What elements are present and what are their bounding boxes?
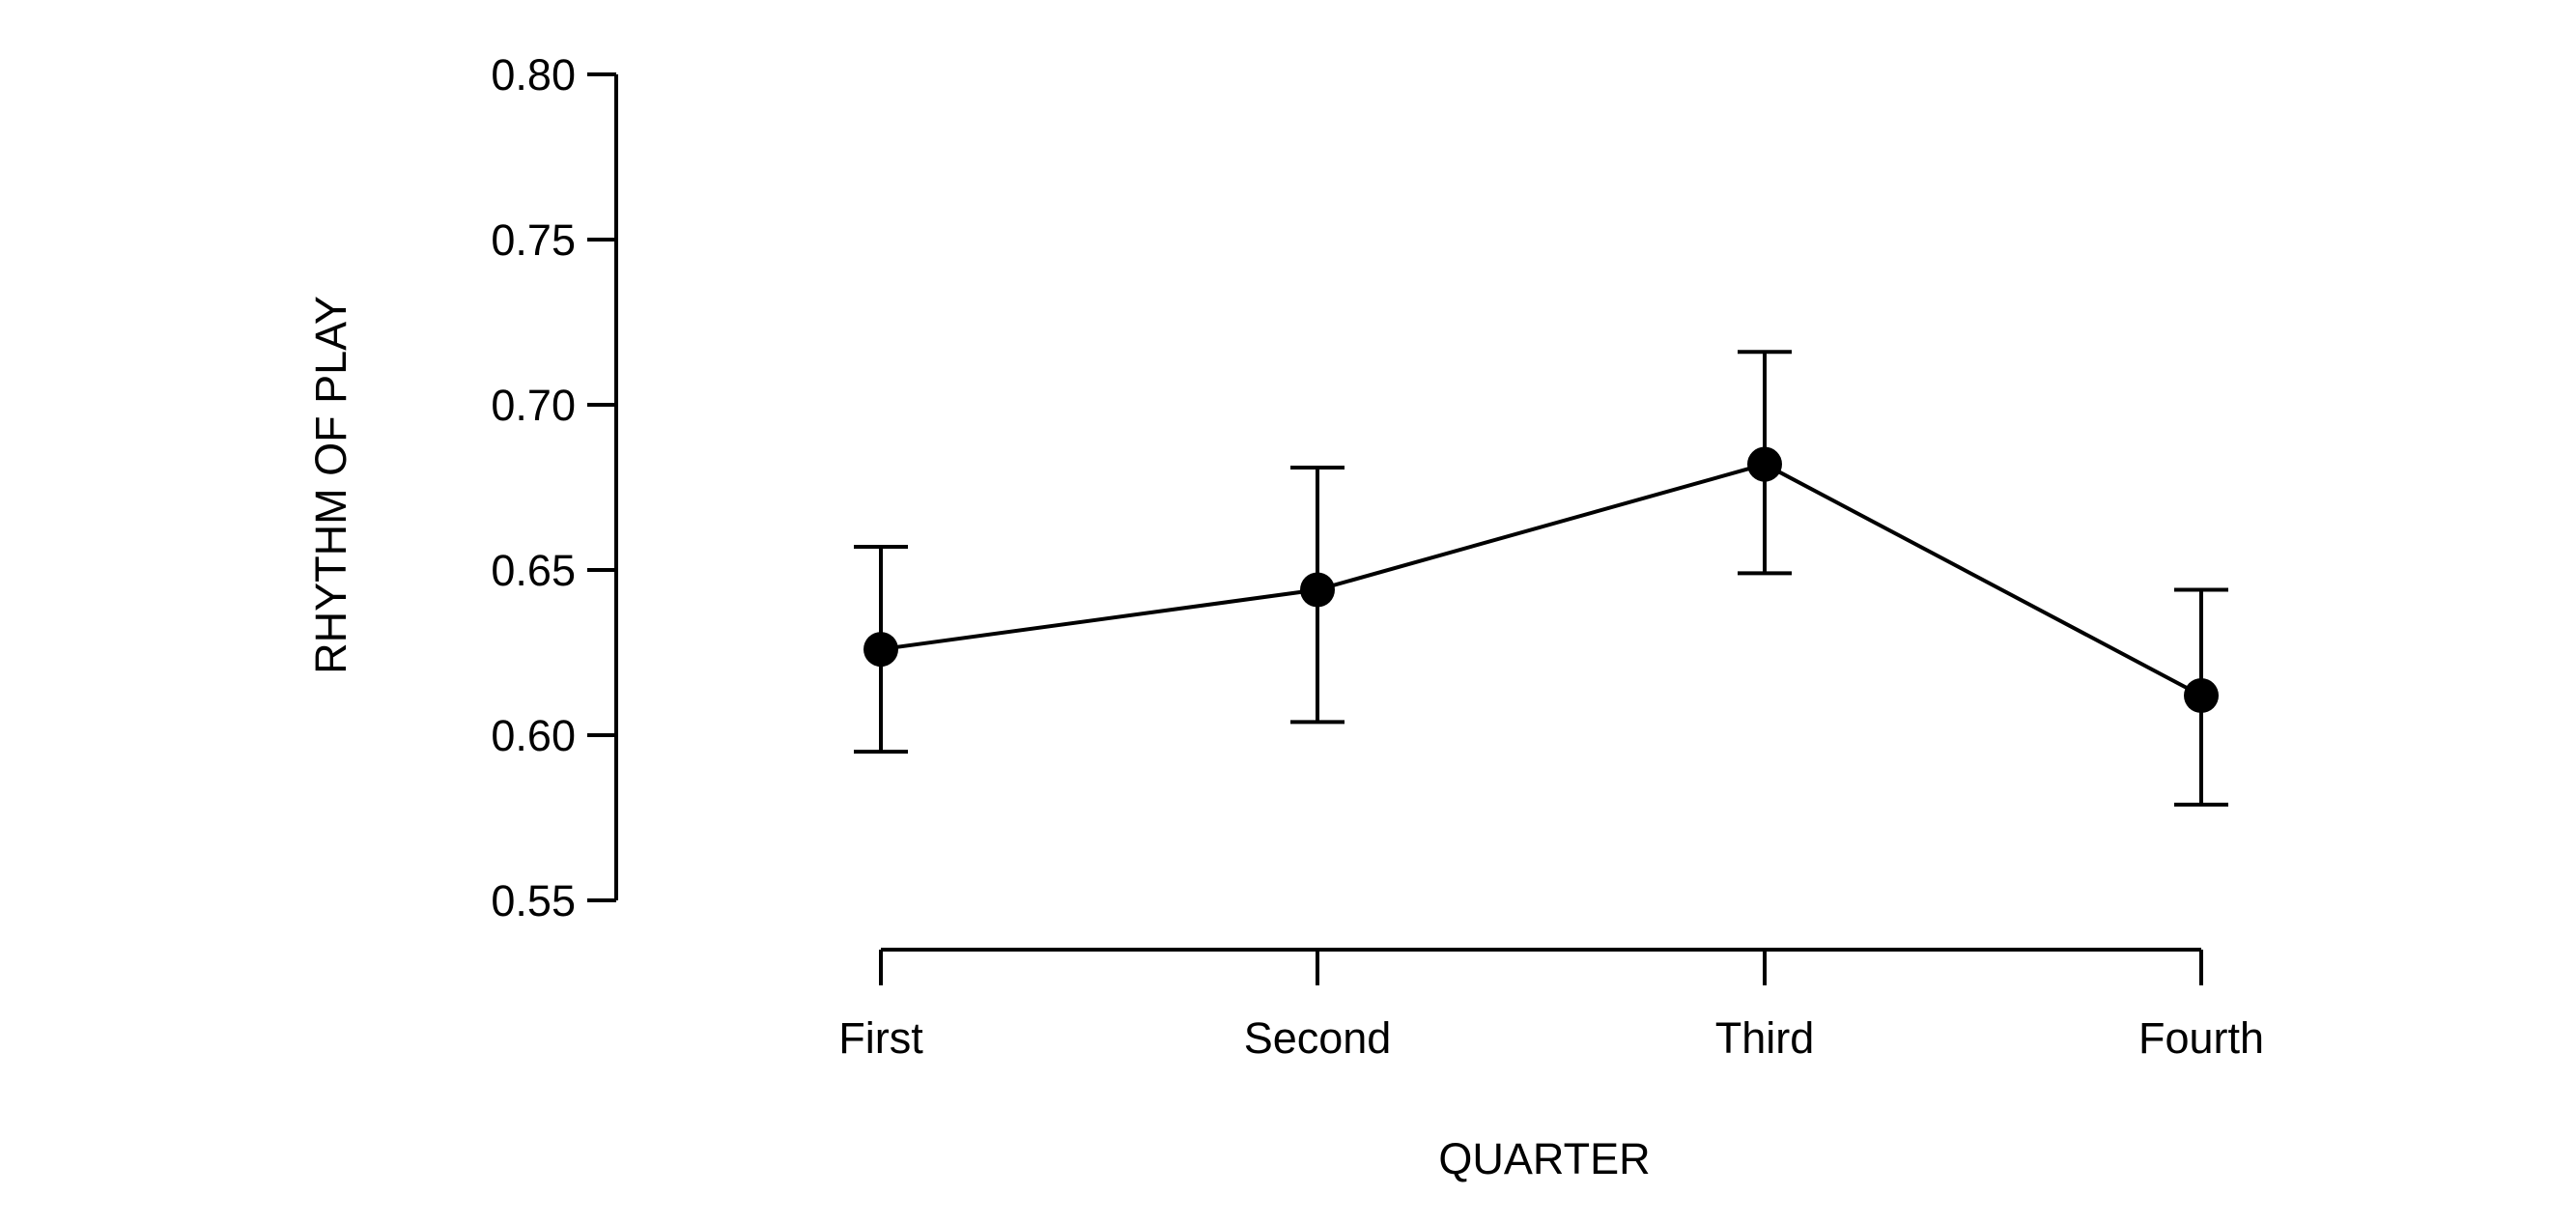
y-tick-label: 0.55 (491, 876, 576, 925)
y-axis: 0.55 0.60 0.65 0.70 0.75 0.80 (491, 50, 618, 925)
data-point (2184, 677, 2219, 713)
x-tick-label: First (838, 1013, 923, 1063)
series-line (880, 462, 2202, 697)
y-tick-label: 0.60 (491, 711, 576, 760)
data-point (863, 632, 898, 668)
y-tick-label: 0.80 (491, 50, 576, 100)
y-tick-label: 0.65 (491, 546, 576, 595)
y-tick-label: 0.75 (491, 215, 576, 265)
data-point (1300, 572, 1335, 608)
plot-area (854, 350, 2228, 807)
x-tick-label: Second (1244, 1013, 1392, 1063)
x-tick-label: Fourth (2138, 1013, 2264, 1063)
data-point (1747, 446, 1782, 482)
x-axis: First Second Third Fourth (838, 948, 2264, 1063)
y-axis-label: RHYTHM OF PLAY (306, 296, 355, 674)
x-tick-label: Third (1715, 1013, 1815, 1063)
x-axis-label: QUARTER (1438, 1134, 1650, 1183)
y-tick-label: 0.70 (491, 381, 576, 430)
